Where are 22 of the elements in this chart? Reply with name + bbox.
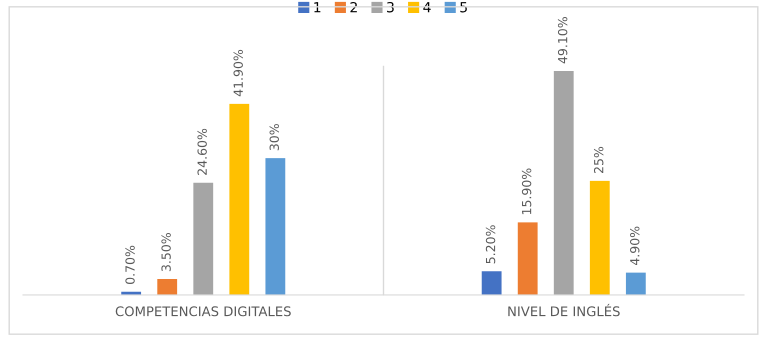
data-label: 15.90% — [522, 168, 532, 214]
data-label: 49.10% — [558, 17, 568, 64]
bar — [626, 272, 646, 295]
data-label: 25% — [594, 146, 604, 174]
data-label: 0.70% — [125, 246, 135, 284]
x-tick-label: COMPETENCIAS DIGITALES — [116, 306, 291, 316]
bar — [193, 182, 214, 295]
data-label: 5.20% — [486, 225, 496, 264]
legend-label: 1 — [314, 2, 320, 12]
x-tick-label: NIVEL DE INGLÉS — [508, 304, 620, 316]
data-label: 3.50% — [161, 233, 171, 272]
data-label: 24.60% — [197, 128, 207, 175]
data-label: 4.90% — [630, 226, 640, 266]
bar — [229, 104, 250, 295]
data-label: 30% — [270, 124, 279, 150]
bar — [482, 271, 502, 295]
data-label: 41.90% — [233, 50, 243, 96]
bar — [554, 70, 574, 295]
bar — [157, 279, 178, 295]
bar — [265, 158, 286, 295]
bar — [518, 222, 538, 295]
bar — [590, 180, 610, 295]
